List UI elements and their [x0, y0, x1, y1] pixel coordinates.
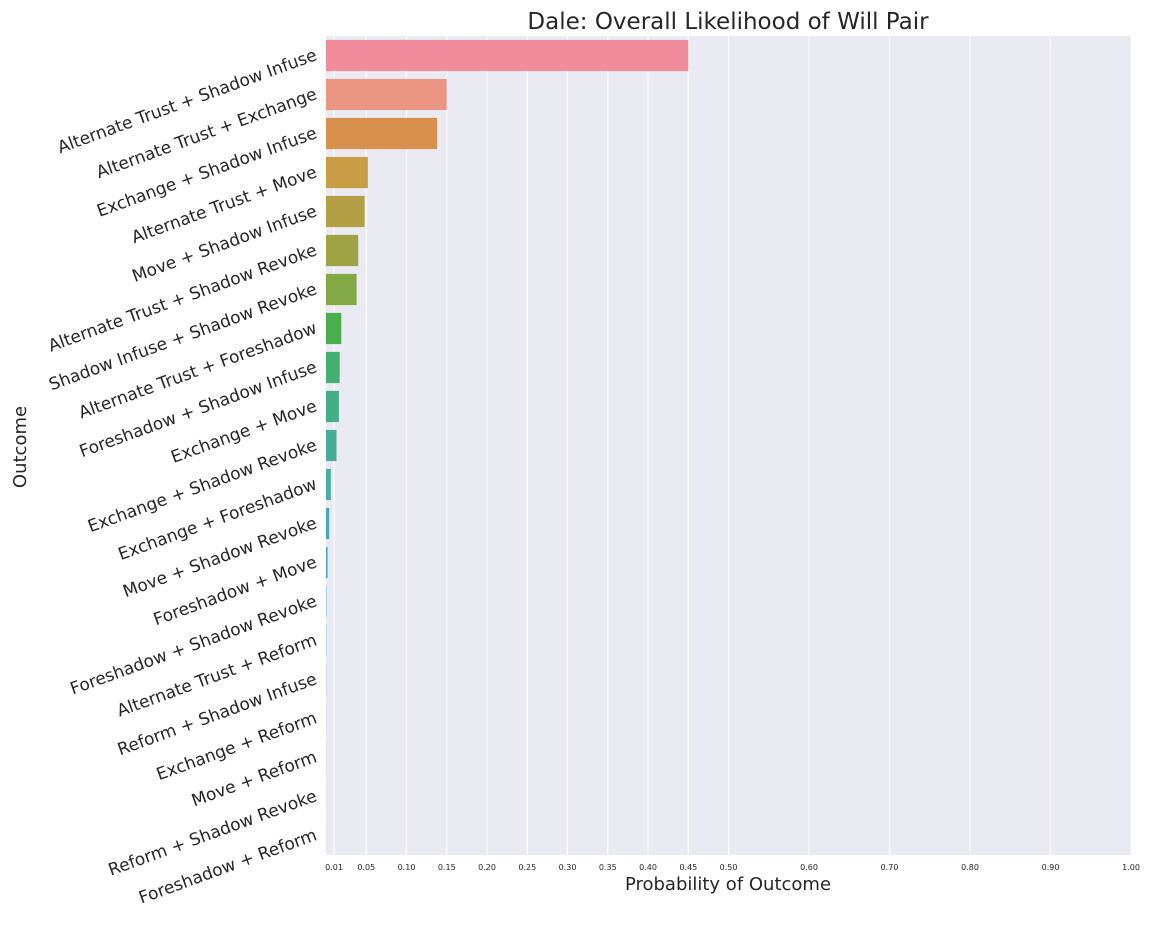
x-tick-label: 0.60 — [800, 863, 818, 872]
x-tick-labels: 0.01 0.05 0.10 0.15 0.20 0.25 0.30 0.35 0.40 0.45… — [325, 863, 1140, 872]
bar — [326, 312, 342, 345]
bar — [326, 546, 328, 579]
bar — [326, 351, 340, 384]
bar — [326, 390, 339, 423]
chart-title: Dale: Overall Likelihood of Will Pair — [527, 9, 929, 35]
bar — [326, 156, 368, 189]
x-tick-label: 0.45 — [679, 863, 697, 872]
bars — [326, 39, 689, 852]
x-tick-label: 0.20 — [478, 863, 496, 872]
x-tick-label: 0.90 — [1042, 863, 1060, 872]
bar — [326, 507, 330, 540]
bar — [326, 273, 357, 306]
category-labels: Alternate Trust + Shadow InfuseAlternate… — [46, 45, 320, 908]
grid-lines — [333, 36, 1132, 855]
bar — [326, 39, 689, 72]
x-tick-label: 0.05 — [357, 863, 375, 872]
x-tick-label: 0.40 — [639, 863, 657, 872]
x-tick-label: 1.00 — [1122, 863, 1140, 872]
bar — [326, 117, 438, 150]
x-tick-label: 0.15 — [438, 863, 456, 872]
x-tick-label: 0.80 — [961, 863, 979, 872]
x-tick-label: 0.25 — [518, 863, 536, 872]
x-tick-label: 0.35 — [599, 863, 617, 872]
x-axis-title: Probability of Outcome — [625, 874, 831, 895]
bar — [326, 78, 447, 111]
x-tick-label: 0.30 — [559, 863, 577, 872]
x-tick-label: 0.50 — [720, 863, 738, 872]
bar — [326, 234, 359, 267]
bar — [326, 195, 365, 228]
bar — [326, 468, 331, 501]
bar — [326, 429, 337, 462]
x-tick-label: 0.01 — [325, 863, 343, 872]
y-axis-title: Outcome — [10, 406, 31, 488]
x-tick-label: 0.70 — [881, 863, 899, 872]
x-tick-label: 0.10 — [398, 863, 416, 872]
